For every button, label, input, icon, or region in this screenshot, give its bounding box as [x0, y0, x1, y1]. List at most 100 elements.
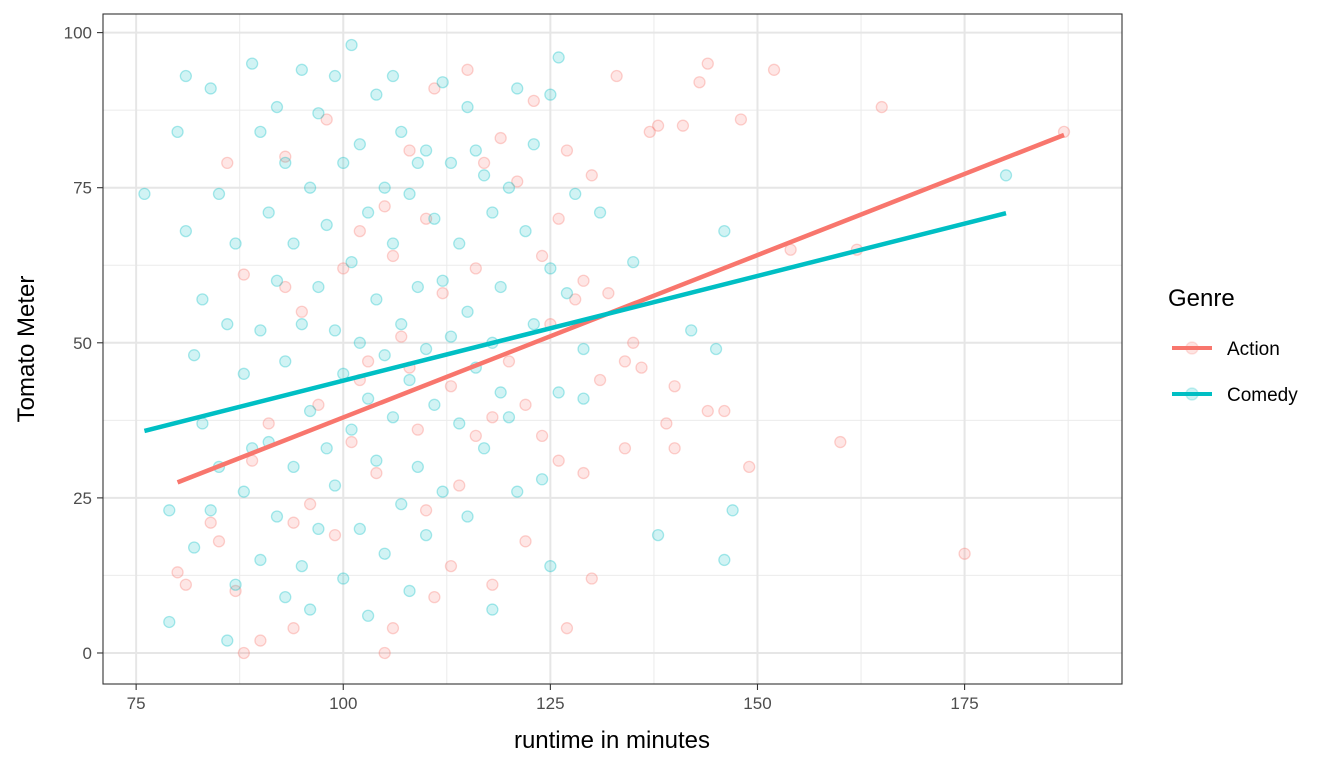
point-action — [320, 113, 333, 126]
point-comedy — [328, 479, 342, 492]
point-comedy — [337, 572, 350, 585]
point-comedy — [345, 255, 358, 269]
point-comedy — [270, 274, 284, 287]
point-comedy — [511, 82, 524, 95]
panel-background — [103, 14, 1122, 684]
point-comedy — [287, 460, 300, 474]
point-action — [585, 572, 598, 585]
point-comedy — [312, 280, 325, 294]
point-comedy — [361, 392, 375, 405]
point-comedy — [303, 404, 317, 418]
point-comedy — [370, 454, 383, 467]
point-comedy — [411, 460, 424, 474]
point-comedy — [453, 237, 466, 250]
point-comedy — [718, 553, 731, 567]
point-comedy — [138, 187, 151, 201]
point-comedy — [403, 187, 416, 201]
point-action — [734, 113, 748, 126]
point-action — [279, 280, 292, 294]
point-action — [511, 175, 524, 188]
point-action — [461, 63, 474, 76]
point-comedy — [552, 386, 565, 399]
point-action — [469, 262, 482, 275]
legend-key-point-comedy — [1185, 387, 1199, 401]
point-comedy — [494, 280, 507, 294]
point-action — [494, 131, 507, 145]
point-comedy — [411, 280, 424, 294]
point-action — [618, 355, 632, 368]
point-comedy — [386, 411, 400, 424]
point-comedy — [469, 144, 482, 157]
point-action — [668, 442, 681, 455]
point-action — [743, 460, 756, 474]
point-action — [444, 559, 458, 573]
point-action — [552, 212, 565, 225]
point-action — [279, 150, 292, 163]
point-comedy — [378, 547, 391, 560]
point-action — [875, 100, 888, 114]
point-action — [411, 423, 424, 436]
point-comedy — [627, 255, 640, 269]
y-tick-label: 50 — [73, 334, 92, 353]
point-action — [403, 144, 416, 157]
point-comedy — [378, 349, 391, 362]
point-comedy — [245, 57, 259, 70]
legend-title: Genre — [1168, 285, 1235, 312]
point-comedy — [279, 156, 292, 170]
point-action — [535, 429, 549, 443]
point-action — [519, 535, 532, 548]
point-comedy — [519, 224, 532, 238]
point-action — [676, 119, 690, 132]
point-action — [477, 156, 491, 170]
point-comedy — [353, 522, 366, 536]
point-comedy — [196, 417, 209, 430]
point-comedy — [461, 100, 474, 114]
point-action — [386, 622, 400, 635]
point-action — [428, 82, 441, 95]
point-action — [577, 466, 590, 480]
point-comedy — [237, 485, 250, 498]
point-comedy — [370, 293, 383, 306]
point-comedy — [403, 373, 416, 387]
point-action — [237, 268, 250, 281]
legend-label-comedy: Comedy — [1227, 385, 1298, 406]
point-action — [295, 305, 308, 318]
point-comedy — [378, 181, 391, 194]
legend-item-action: Action — [1172, 339, 1280, 360]
point-comedy — [345, 423, 358, 436]
legend-item-comedy: Comedy — [1172, 385, 1298, 406]
y-tick-label: 25 — [73, 489, 92, 508]
point-comedy — [436, 274, 449, 287]
point-action — [718, 404, 731, 418]
point-action — [237, 646, 250, 660]
point-action — [618, 442, 632, 455]
point-comedy — [320, 218, 333, 232]
point-comedy — [685, 324, 698, 337]
point-action — [693, 76, 706, 89]
point-action — [386, 249, 400, 263]
point-comedy — [386, 69, 400, 83]
x-tick-label: 150 — [743, 694, 771, 713]
point-action — [361, 355, 375, 368]
point-comedy — [502, 181, 516, 194]
point-comedy — [204, 504, 217, 517]
point-action — [958, 547, 971, 560]
point-comedy — [337, 156, 350, 170]
y-tick-label: 75 — [73, 179, 92, 198]
point-action — [486, 578, 499, 591]
point-comedy — [453, 417, 466, 430]
point-comedy — [295, 559, 308, 573]
point-action — [328, 528, 342, 542]
legend-key-point-action — [1185, 341, 1199, 355]
point-comedy — [486, 206, 499, 219]
point-comedy — [444, 330, 458, 343]
point-action — [171, 566, 184, 579]
scatter-points — [138, 38, 1071, 660]
point-comedy — [179, 224, 192, 238]
point-comedy — [726, 504, 739, 517]
point-comedy — [403, 584, 416, 598]
point-comedy — [270, 510, 284, 523]
point-comedy — [353, 336, 366, 349]
point-comedy — [486, 603, 499, 616]
point-action — [469, 429, 482, 443]
